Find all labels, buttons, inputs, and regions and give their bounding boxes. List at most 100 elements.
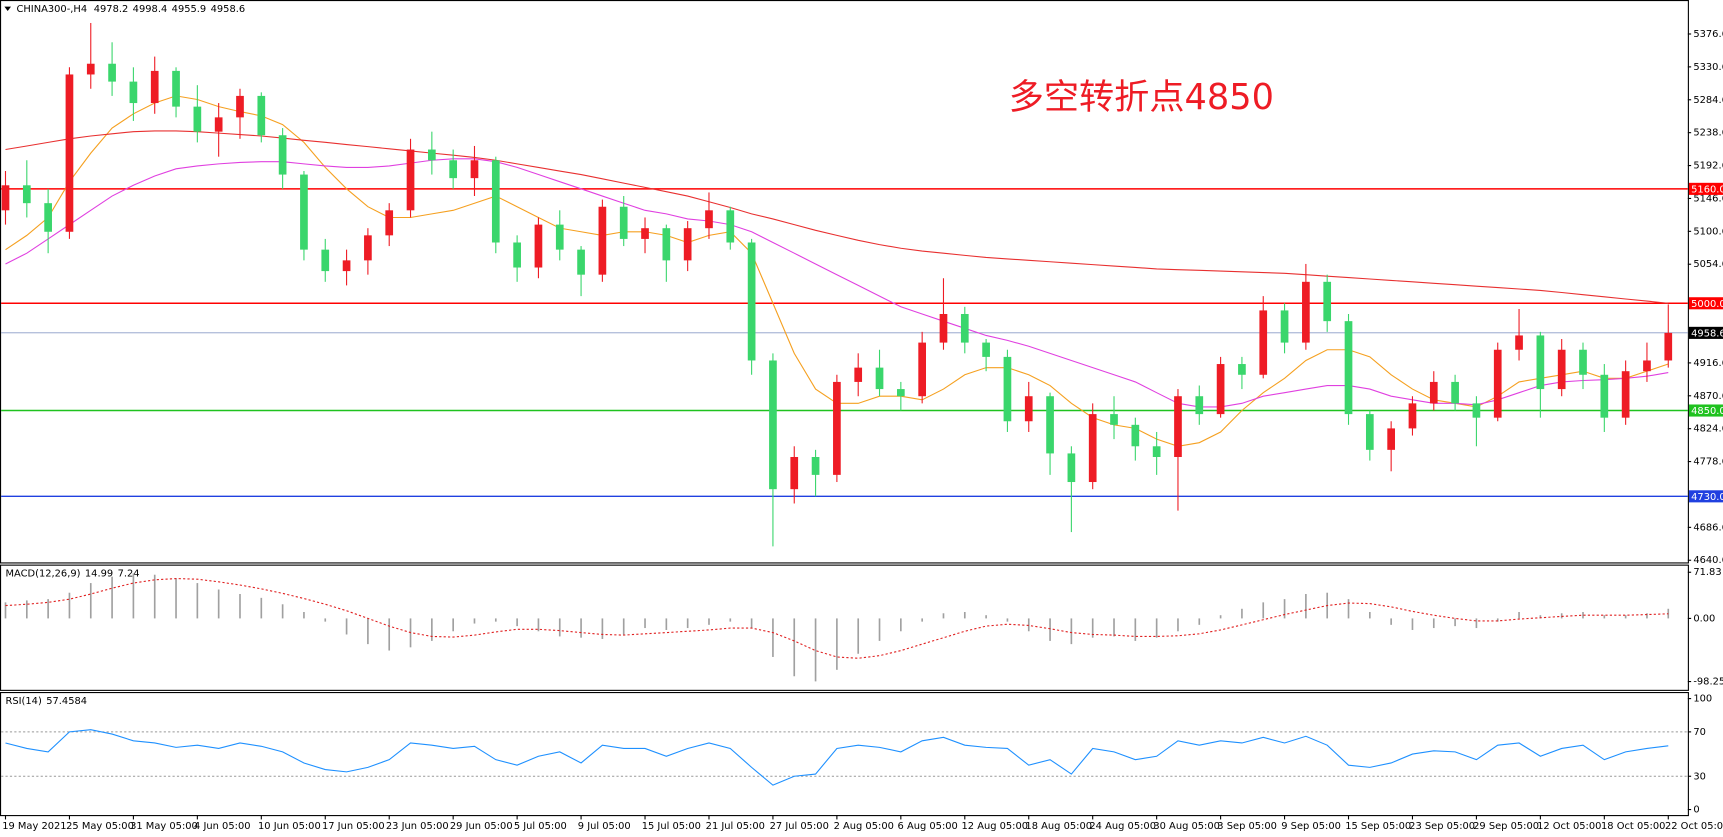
macd-header: MACD(12,26,9) 14.99 7.24 [5, 568, 139, 579]
annotation: 多空转折点4850 [1009, 77, 1274, 118]
x-tick-label: 6 Aug 05:00 [898, 821, 958, 832]
candle-body [1110, 414, 1118, 425]
y-tick-label: 5100.6 [1693, 226, 1723, 237]
candle-body [1131, 424, 1140, 447]
candle-body [1365, 414, 1374, 450]
level-label-box [1688, 326, 1723, 339]
menu-arrow[interactable] [4, 6, 11, 11]
candle-body [86, 63, 95, 75]
candle-body [1643, 360, 1651, 372]
level-label-box [1688, 404, 1723, 417]
candle-body [1557, 349, 1566, 390]
candle-body [1472, 403, 1481, 418]
ohlc-value: 4978.2 [94, 4, 129, 15]
y-tick-label: 5192.6 [1693, 161, 1723, 172]
x-tick-label: 9 Jul 05:00 [578, 821, 631, 832]
candle-body [1152, 446, 1161, 457]
level-label: 5160.0 [1691, 184, 1723, 195]
candle-body [1600, 374, 1609, 418]
candle-body [577, 249, 585, 275]
candle-body [790, 456, 799, 490]
candle-body [385, 210, 394, 236]
candle-body [257, 95, 266, 136]
x-tick-label: 9 Sep 05:00 [1281, 821, 1341, 832]
candle-body [1344, 321, 1353, 415]
rsi-header: RSI(14) 57.4584 [5, 696, 87, 707]
candle-body [321, 249, 330, 272]
candle-body [406, 149, 415, 211]
level-label-box [1688, 490, 1723, 503]
x-tick-label: 18 Oct 05:00 [1601, 821, 1665, 832]
y-tick-label: 5284.6 [1693, 95, 1723, 106]
candle-body [44, 203, 52, 232]
candle-body [1046, 396, 1054, 454]
rsi-value: 57.4584 [46, 696, 87, 707]
candle-body [811, 456, 820, 475]
x-tick-label: 22 Oct 05:00 [1665, 821, 1723, 832]
candle-body [470, 160, 479, 179]
y-tick-label: 71.83 [1693, 567, 1721, 578]
candle-body [1302, 281, 1310, 343]
level-label: 4730.0 [1691, 492, 1723, 503]
candle-body [1024, 396, 1033, 422]
x-tick-label: 2 Aug 05:00 [834, 821, 894, 832]
x-tick-label: 24 Aug 05:00 [1089, 821, 1156, 832]
macd-pane [0, 564, 1689, 691]
candle-body [342, 260, 351, 272]
y-tick-label: 4916.6 [1693, 358, 1723, 369]
candle-body [1280, 310, 1289, 343]
candle-body [534, 224, 543, 268]
y-tick-label: -98.25 [1693, 677, 1723, 688]
y-tick-label: 5054.6 [1693, 259, 1723, 270]
y-tick-label: 5146.6 [1693, 193, 1723, 204]
candle-body [1067, 453, 1076, 483]
y-tick-label: 4686.6 [1693, 522, 1723, 533]
candle-body [1216, 364, 1225, 415]
x-tick-label: 29 Jun 05:00 [450, 821, 513, 832]
candle-body [769, 360, 777, 490]
macd-title: MACD(12,26,9) [5, 568, 80, 579]
candle-body [555, 224, 564, 250]
y-tick-label: 4640.6 [1693, 555, 1723, 566]
candle-body [193, 106, 202, 132]
candle-body [1664, 332, 1673, 361]
candle-body [1408, 403, 1417, 429]
candle-body [428, 149, 436, 161]
candle-body [1515, 335, 1523, 350]
x-tick-label: 10 Jun 05:00 [258, 821, 321, 832]
candle-body [129, 81, 138, 104]
ohlc-value: 4955.9 [172, 4, 207, 15]
candle-body [854, 367, 863, 382]
candle-body [619, 206, 628, 239]
x-tick-label: 23 Jun 05:00 [386, 821, 449, 832]
x-tick-label: 5 Jul 05:00 [514, 821, 567, 832]
macd-signal-value: 7.24 [118, 568, 140, 579]
candle-body [875, 367, 884, 390]
x-tick-label: 12 Aug 05:00 [961, 821, 1028, 832]
candle-body [918, 342, 927, 397]
candle-body [1088, 414, 1097, 483]
y-tick-label: 5238.6 [1693, 128, 1723, 139]
x-tick-label: 3 Sep 05:00 [1217, 821, 1277, 832]
x-tick-label: 29 Sep 05:00 [1473, 821, 1539, 832]
candle-body [747, 242, 756, 361]
candle-body [982, 342, 990, 357]
level-label: 4850.0 [1691, 406, 1723, 417]
candle-body [364, 235, 372, 261]
candle-body [1, 185, 10, 211]
y-tick-label: 0 [1693, 805, 1699, 816]
candle-body [1429, 381, 1438, 404]
x-tick-label: 12 Oct 05:00 [1537, 821, 1601, 832]
chart-header: CHINA300-,H4 4978.2 4998.4 4955.9 4958.6 [16, 4, 245, 15]
candle-body [939, 313, 948, 343]
candle-body [1003, 356, 1012, 422]
y-tick-label: 4824.6 [1693, 424, 1723, 435]
candle-body [1238, 364, 1246, 375]
y-tick-label: 4778.6 [1693, 457, 1723, 468]
macd-main: 14.99 [85, 568, 113, 579]
y-tick-label: 5330.6 [1693, 62, 1723, 73]
candle-body [662, 228, 671, 261]
y-tick-label: 4870.6 [1693, 391, 1723, 402]
candle-body [491, 160, 500, 243]
